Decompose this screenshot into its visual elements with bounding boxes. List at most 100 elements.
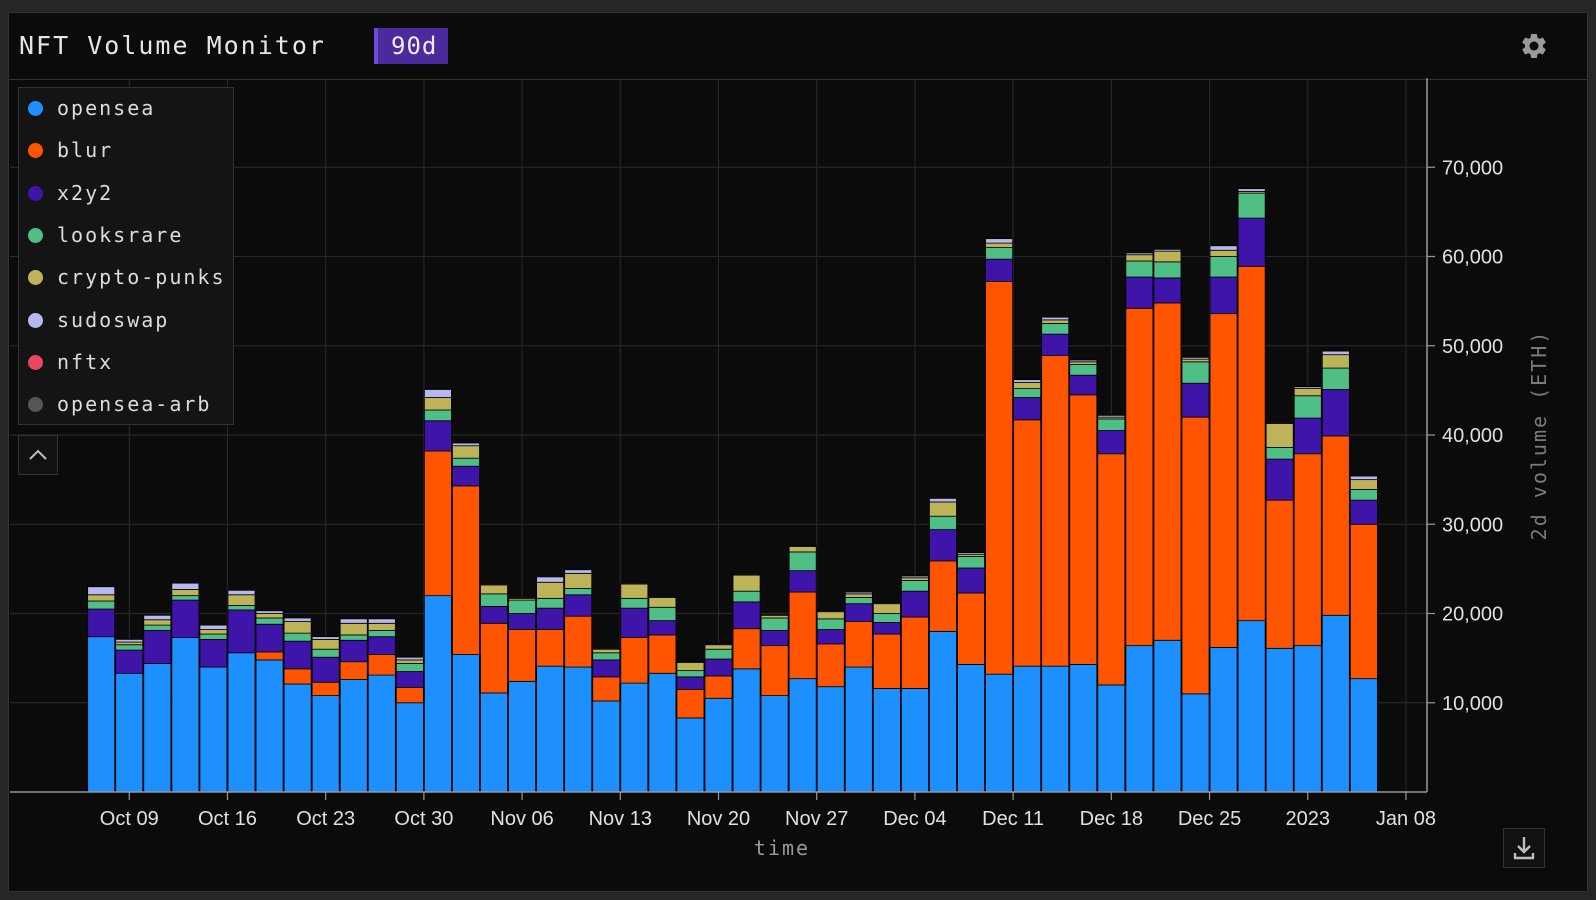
bar-x2y2[interactable] <box>872 622 901 635</box>
bar-sudoswap[interactable] <box>339 618 368 624</box>
bar-crypto-punks[interactable] <box>423 397 452 411</box>
bar-sudoswap[interactable] <box>676 661 705 663</box>
bar-looksrare[interactable] <box>704 648 733 660</box>
legend-item-sudoswap[interactable]: sudoswap <box>19 305 233 335</box>
bar-blur[interactable] <box>760 645 789 697</box>
bar-sudoswap[interactable] <box>227 589 256 596</box>
bar-blur[interactable] <box>1013 419 1042 667</box>
bar-x2y2[interactable] <box>592 659 621 678</box>
bar-x2y2[interactable] <box>452 465 480 487</box>
legend-item-opensea[interactable]: opensea <box>19 93 233 123</box>
bar-blur[interactable] <box>985 281 1014 675</box>
bar-opensea[interactable] <box>283 683 312 793</box>
bar-sudoswap[interactable] <box>929 497 957 503</box>
bar-x2y2[interactable] <box>985 258 1014 282</box>
bar-crypto-punks[interactable] <box>87 594 116 602</box>
bar-x2y2[interactable] <box>536 607 565 630</box>
bar-looksrare[interactable] <box>395 663 424 672</box>
bar-opensea[interactable] <box>1349 678 1378 793</box>
bar-opensea[interactable] <box>1293 645 1322 793</box>
bar-sudoswap[interactable] <box>1321 350 1350 356</box>
legend-item-opensea-arb[interactable]: opensea-arb <box>19 389 233 419</box>
bar-crypto-punks[interactable] <box>816 611 845 620</box>
bar-crypto-punks[interactable] <box>1349 479 1378 490</box>
bar-blur[interactable] <box>704 675 733 699</box>
bar-looksrare[interactable] <box>480 593 508 607</box>
bar-crypto-punks[interactable] <box>676 662 705 672</box>
bar-opensea[interactable] <box>929 630 957 793</box>
bar-blur[interactable] <box>872 633 901 689</box>
bar-blur[interactable] <box>367 654 396 676</box>
bar-opensea[interactable] <box>1265 647 1294 793</box>
bar-looksrare[interactable] <box>760 617 789 631</box>
bar-crypto-punks[interactable] <box>1209 249 1238 257</box>
bar-crypto-punks[interactable] <box>255 613 284 619</box>
bar-opensea[interactable] <box>816 686 845 793</box>
bar-looksrare[interactable] <box>1265 447 1294 460</box>
bar-sudoswap[interactable] <box>1265 422 1294 424</box>
bar-crypto-punks[interactable] <box>1041 319 1070 324</box>
bar-sudoswap[interactable] <box>564 569 593 574</box>
bar-x2y2[interactable] <box>255 623 284 653</box>
bar-blur[interactable] <box>676 688 705 719</box>
bar-looksrare[interactable] <box>115 644 144 651</box>
bar-x2y2[interactable] <box>564 594 593 617</box>
bar-sudoswap[interactable] <box>704 643 733 646</box>
bar-x2y2[interactable] <box>283 640 312 670</box>
bar-sudoswap[interactable] <box>171 582 200 590</box>
bar-looksrare[interactable] <box>564 588 593 596</box>
bar-x2y2[interactable] <box>929 529 957 562</box>
bar-crypto-punks[interactable] <box>1125 254 1154 262</box>
bar-blur[interactable] <box>1209 313 1238 648</box>
bar-crypto-punks[interactable] <box>985 242 1014 248</box>
bar-sudoswap[interactable] <box>255 610 284 614</box>
bar-blur[interactable] <box>1265 499 1294 649</box>
bar-x2y2[interactable] <box>957 567 985 594</box>
bar-opensea[interactable] <box>395 702 424 793</box>
bar-looksrare[interactable] <box>816 618 845 630</box>
bar-opensea[interactable] <box>704 697 733 793</box>
bar-crypto-punks[interactable] <box>367 622 396 631</box>
bar-sudoswap[interactable] <box>760 613 789 616</box>
bar-x2y2[interactable] <box>395 671 424 688</box>
bar-looksrare[interactable] <box>985 247 1014 260</box>
bar-sudoswap[interactable] <box>1181 356 1210 360</box>
bar-looksrare[interactable] <box>1125 260 1154 278</box>
bar-looksrare[interactable] <box>171 595 200 601</box>
bar-looksrare[interactable] <box>788 551 817 572</box>
bar-crypto-punks[interactable] <box>227 594 256 606</box>
bar-x2y2[interactable] <box>1125 276 1154 309</box>
bar-blur[interactable] <box>648 634 677 674</box>
bar-blur[interactable] <box>816 643 845 688</box>
bar-sudoswap[interactable] <box>648 596 677 598</box>
bar-opensea[interactable] <box>171 637 200 793</box>
bar-x2y2[interactable] <box>1181 382 1210 418</box>
bar-x2y2[interactable] <box>227 609 256 654</box>
bar-looksrare[interactable] <box>339 634 368 641</box>
bar-x2y2[interactable] <box>1153 277 1182 304</box>
bar-crypto-punks[interactable] <box>339 622 368 636</box>
bar-opensea[interactable] <box>227 652 256 793</box>
bar-looksrare[interactable] <box>1293 395 1322 419</box>
bar-sudoswap[interactable] <box>395 656 424 661</box>
bar-crypto-punks[interactable] <box>1013 381 1042 389</box>
bar-x2y2[interactable] <box>1237 217 1266 267</box>
bar-opensea[interactable] <box>900 688 929 793</box>
bar-looksrare[interactable] <box>872 613 901 623</box>
bar-looksrare[interactable] <box>1013 388 1042 398</box>
bar-crypto-punks[interactable] <box>1181 358 1210 363</box>
bar-crypto-punks[interactable] <box>1293 388 1322 397</box>
bar-crypto-punks[interactable] <box>199 629 228 635</box>
bar-x2y2[interactable] <box>1349 499 1378 525</box>
bar-x2y2[interactable] <box>788 570 817 593</box>
bar-opensea[interactable] <box>788 678 817 793</box>
bar-blur[interactable] <box>1349 523 1378 680</box>
bar-looksrare[interactable] <box>1041 323 1070 335</box>
bar-crypto-punks[interactable] <box>452 445 480 459</box>
bar-x2y2[interactable] <box>1013 397 1042 421</box>
bar-x2y2[interactable] <box>1041 333 1070 356</box>
download-button[interactable] <box>1503 828 1545 868</box>
bar-opensea[interactable] <box>367 674 396 793</box>
bar-x2y2[interactable] <box>732 601 761 630</box>
legend-item-x2y2[interactable]: x2y2 <box>19 178 233 208</box>
